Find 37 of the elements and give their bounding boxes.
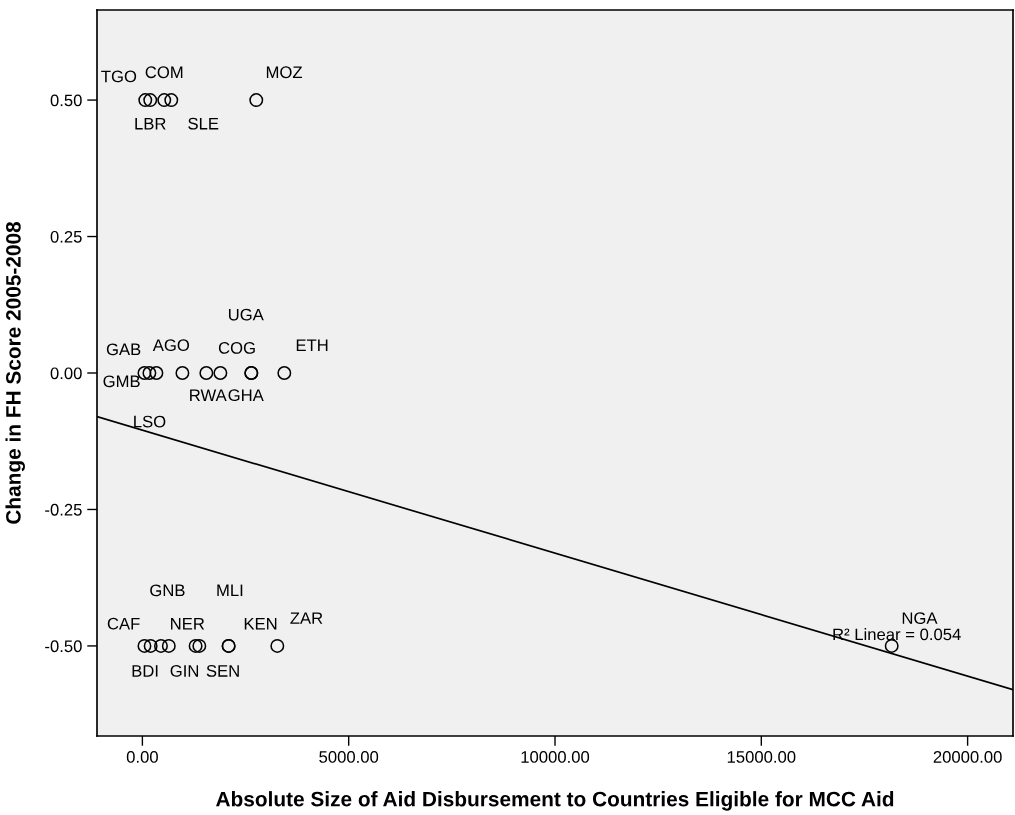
y-axis-title: Change in FH Score 2005-2008: [5, 221, 25, 524]
data-label: ETH: [296, 339, 328, 351]
x-tick-label: 20000.00: [933, 751, 1002, 763]
data-label: COM: [145, 66, 183, 79]
data-label: AGO: [152, 339, 190, 352]
data-label: GNB: [150, 584, 185, 597]
y-tick-label: -0.25: [45, 503, 82, 516]
data-label: COG: [218, 342, 255, 354]
data-label: GHA: [228, 389, 264, 402]
data-label: SLE: [188, 117, 219, 130]
y-tick-label: -0.50: [45, 640, 82, 653]
data-label: GIN: [170, 664, 199, 677]
x-tick-label: 15000.00: [727, 751, 796, 763]
data-label: RWA: [190, 389, 227, 401]
data-label: CAF: [107, 617, 140, 630]
y-tick-label: 0.50: [50, 94, 82, 107]
data-label: BDI: [132, 665, 158, 677]
data-label: TGO: [101, 70, 137, 83]
data-label: NGA: [902, 612, 938, 625]
data-label: UGA: [228, 308, 264, 321]
data-label: GMB: [103, 375, 140, 388]
data-label: NER: [171, 617, 205, 630]
data-label: LBR: [135, 117, 166, 130]
data-label: KEN: [244, 617, 277, 630]
x-axis-title: Absolute Size of Aid Disbursement to Countries Eligible for MCC Aid: [216, 791, 894, 811]
y-tick-label: 0.25: [50, 230, 82, 243]
annotation: R² Linear = 0.054: [833, 628, 961, 641]
data-label: ZAR: [290, 612, 323, 624]
data-label: GAB: [106, 343, 141, 356]
x-tick-label: 5000.00: [319, 751, 379, 763]
data-label: SEN: [206, 664, 239, 677]
x-tick-label: 0.00: [126, 751, 158, 763]
data-label: MLI: [217, 584, 243, 597]
data-label: MOZ: [266, 66, 303, 79]
data-label: LSO: [134, 415, 166, 428]
y-tick-label: 0.00: [50, 367, 82, 380]
x-tick-label: 10000.00: [521, 751, 590, 763]
